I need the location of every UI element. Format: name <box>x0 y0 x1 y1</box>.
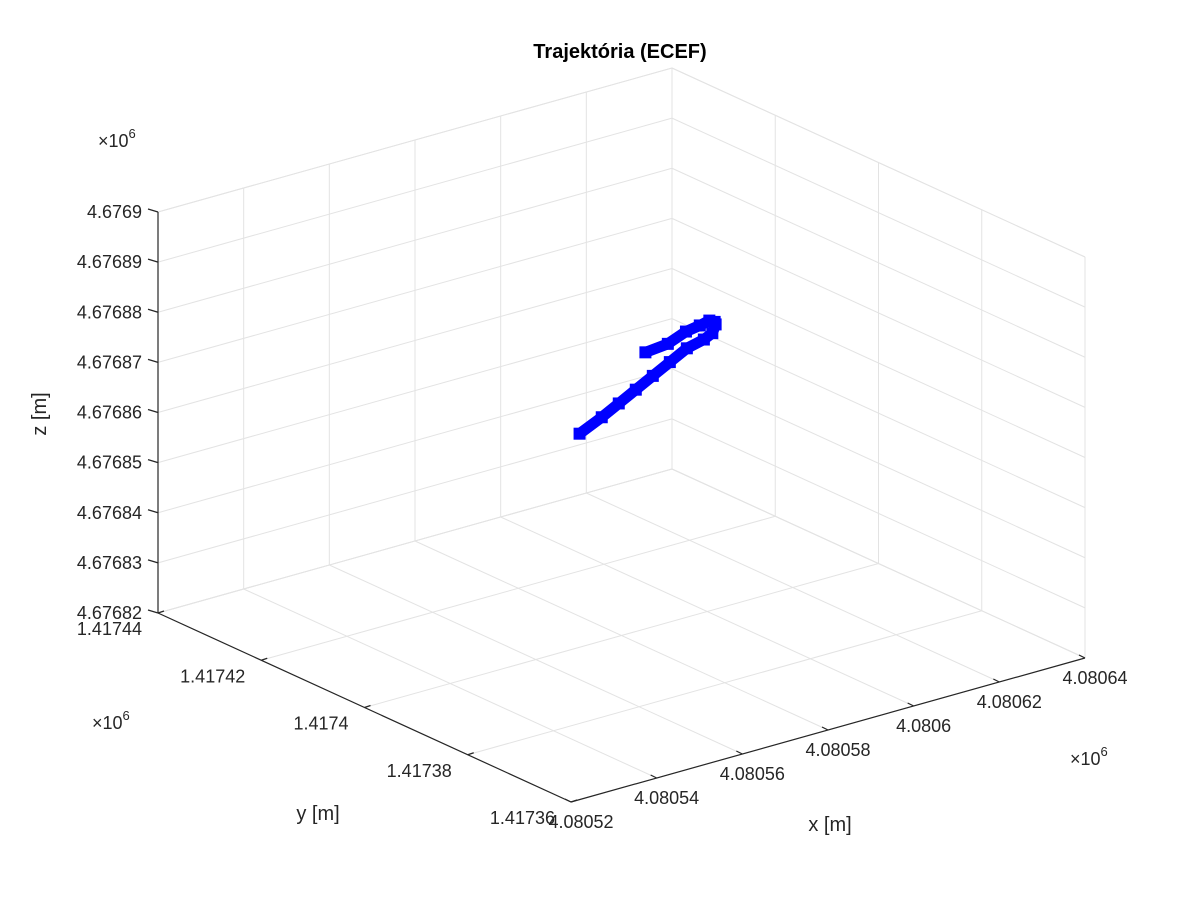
trajectory-point <box>679 325 692 338</box>
y-tick-label: 1.41742 <box>180 666 245 686</box>
x-axis-label: x [m] <box>808 814 851 836</box>
x-tick-mark <box>821 726 829 731</box>
back-wall-grid-z <box>157 217 673 363</box>
floor-grid-y <box>364 563 879 708</box>
y-axis-label: y [m] <box>296 803 339 825</box>
side-wall-grid-z <box>671 368 1086 559</box>
z-tick-label: 4.67686 <box>77 403 142 423</box>
trajectory-point <box>703 314 716 327</box>
z-tick-mark <box>147 609 159 614</box>
z-tick-label: 4.67689 <box>77 252 142 272</box>
y-tick-label: 1.41736 <box>490 808 555 828</box>
z-tick-mark <box>147 509 159 514</box>
z-tick-label: 4.67685 <box>77 453 142 473</box>
z-tick-label: 4.67684 <box>77 503 142 523</box>
trajectory-point <box>693 319 706 332</box>
z-tick-label: 4.67688 <box>77 302 142 322</box>
side-wall-grid-z <box>671 117 1086 308</box>
x-tick-label: 4.08052 <box>548 812 613 832</box>
x-tick-label: 4.08056 <box>720 764 785 784</box>
trajectory-point <box>629 383 642 396</box>
z-tick-label: 4.67682 <box>77 603 142 623</box>
y-tick-mark <box>467 752 474 756</box>
side-wall-grid-z <box>671 67 1086 258</box>
back-wall-grid-z <box>157 368 673 514</box>
y-tick-mark <box>157 610 165 614</box>
z-tick-label: 4.6769 <box>87 202 142 222</box>
side-wall-grid-z <box>671 217 1086 408</box>
z-tick-mark <box>147 208 159 213</box>
y-tick-label: 1.4174 <box>293 714 348 734</box>
back-wall-grid-z <box>157 318 673 464</box>
y-tick-mark <box>570 799 578 803</box>
x-tick-mark <box>907 702 914 707</box>
back-wall-grid-z <box>157 167 673 313</box>
side-wall-grid-z <box>671 468 1086 659</box>
x-tick-mark <box>1078 654 1086 659</box>
trajectory-point <box>661 337 674 350</box>
chart-title: Trajektória (ECEF) <box>533 41 706 63</box>
x-tick-label: 4.0806 <box>896 716 951 736</box>
grid-lines <box>157 67 1086 803</box>
x-tick-mark <box>650 774 657 779</box>
trajectory-point <box>573 427 586 440</box>
tick-labels: 4.08052 4.08054 4.08056 4.08058 4.0806 4.0806… <box>77 202 1128 832</box>
z-tick-label: 4.67687 <box>77 352 142 372</box>
trajectory-point <box>612 397 625 410</box>
y-tick-label: 1.41744 <box>77 619 142 639</box>
trajectory-point <box>680 342 693 355</box>
back-wall-grid-z <box>157 468 673 614</box>
z-tick-mark <box>147 408 159 414</box>
z-tick-mark <box>147 559 159 564</box>
floor-grid-y <box>261 515 776 661</box>
z-tick-mark <box>147 308 159 313</box>
axis-lines <box>147 208 1086 803</box>
z-tick-mark <box>147 459 159 464</box>
back-wall-grid-z <box>157 67 673 213</box>
back-wall-grid-z <box>157 268 673 413</box>
series-trajectory <box>573 314 722 440</box>
trajectory-point <box>646 369 659 382</box>
y-tick-mark <box>364 704 371 709</box>
z-axis-label: z [m] <box>29 392 51 435</box>
x-tick-label: 4.08062 <box>977 692 1042 712</box>
y-axis-multiplier: ×106 <box>92 708 130 733</box>
z-axis-multiplier: ×106 <box>98 126 136 151</box>
x-tick-label: 4.08058 <box>805 740 870 760</box>
x-tick-mark <box>736 750 743 755</box>
floor-grid-y <box>467 610 982 756</box>
trajectory-point <box>595 411 608 424</box>
z-tick-label: 4.67683 <box>77 553 142 573</box>
x-tick-label: 4.08064 <box>1062 668 1127 688</box>
side-wall-grid-z <box>671 318 1086 509</box>
side-wall-grid-z <box>671 268 1086 458</box>
x-tick-label: 4.08054 <box>634 788 699 808</box>
x-tick-mark <box>993 678 1000 683</box>
x-tick-mark <box>564 798 572 803</box>
z-tick-mark <box>147 258 159 263</box>
side-wall-grid-z <box>671 418 1086 609</box>
back-wall-grid-z <box>157 418 673 564</box>
y-tick-label: 1.41738 <box>387 761 452 781</box>
trajectory-point <box>663 356 676 369</box>
y-tick-mark <box>261 657 268 661</box>
trajectory-point <box>639 346 652 359</box>
back-wall-grid-z <box>157 117 673 263</box>
x-axis-multiplier: ×106 <box>1070 744 1108 769</box>
z-tick-mark <box>147 358 159 363</box>
side-wall-grid-z <box>671 167 1086 358</box>
